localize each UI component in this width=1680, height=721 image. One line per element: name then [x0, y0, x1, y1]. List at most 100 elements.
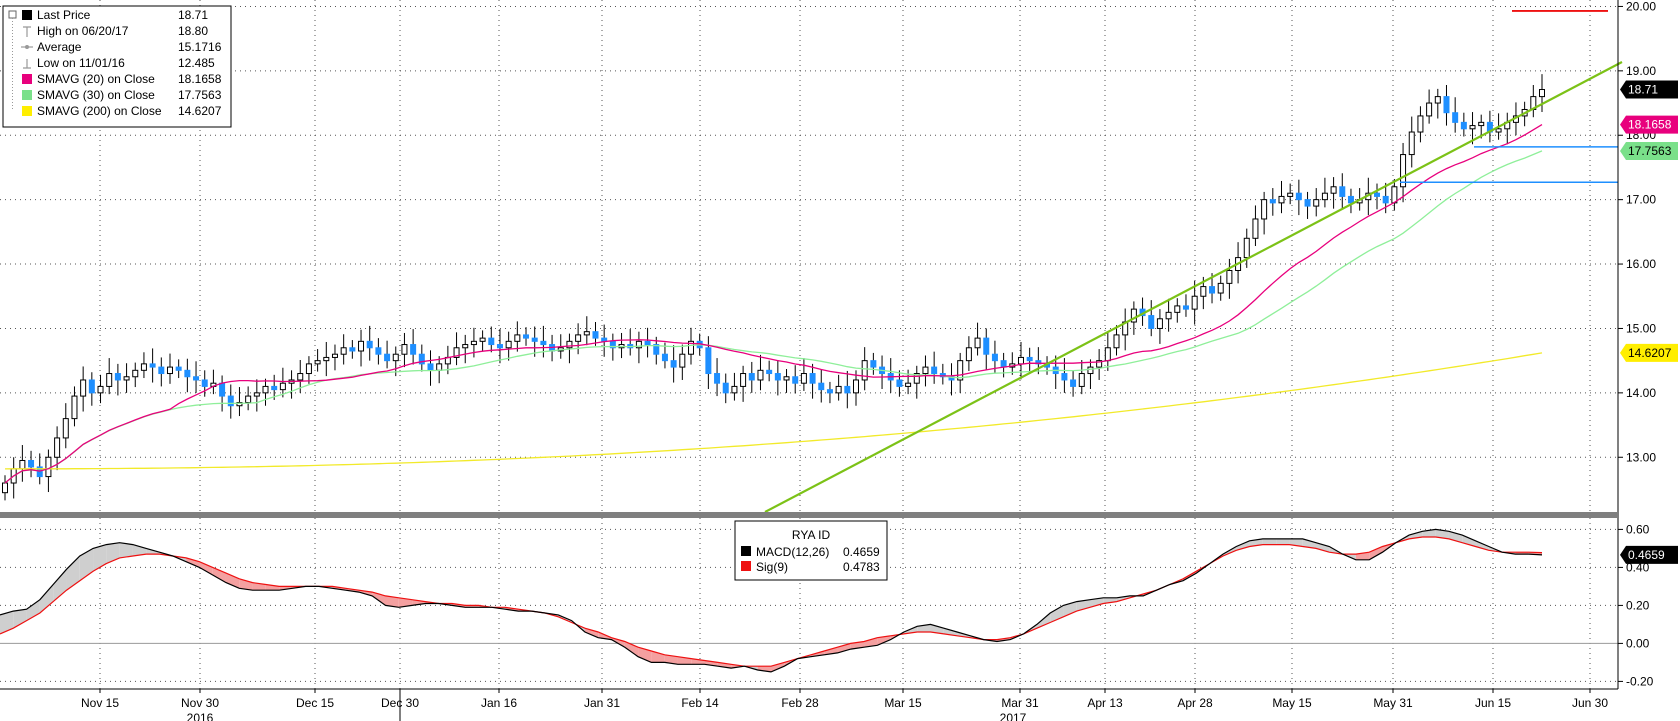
- price-value-tag-0: 18.71: [1620, 80, 1678, 99]
- candle-body: [896, 379, 903, 387]
- legend-average-dot: [25, 45, 29, 49]
- candle-body: [1339, 186, 1346, 197]
- macd-fill-segment: [132, 544, 147, 556]
- candle-body: [1495, 128, 1502, 133]
- candle-body: [1269, 199, 1276, 204]
- candle-body: [661, 353, 668, 362]
- candle-body: [852, 379, 859, 394]
- macd-ytick-label: -0.20: [1626, 674, 1654, 688]
- x-tick-label: Jun 30: [1572, 696, 1608, 710]
- x-tick-label: Apr 28: [1177, 696, 1213, 710]
- candle-body: [97, 385, 104, 394]
- candle-body: [688, 340, 695, 355]
- candle-body: [384, 353, 391, 362]
- candle-body: [297, 373, 304, 381]
- macd-fill-segment: [1302, 538, 1317, 549]
- x-tick-label: Jun 15: [1475, 696, 1511, 710]
- macd-legend: RYA ID MACD(12,26) 0.4659 Sig(9) 0.4783: [734, 520, 888, 581]
- candle-body: [28, 459, 35, 468]
- panel-divider: [0, 512, 1618, 518]
- candle-body: [106, 373, 113, 387]
- candle-body: [826, 389, 833, 394]
- candle-body: [149, 363, 156, 368]
- candle-body: [818, 382, 825, 391]
- signal-line-drawn: [0, 536, 1543, 667]
- candle-body: [566, 340, 573, 349]
- candle-body: [62, 418, 69, 439]
- macd-fill-segment: [1316, 542, 1330, 553]
- candle-body: [679, 353, 686, 368]
- macd-fill-segment: [225, 573, 240, 589]
- price-ytick-label: 20.00: [1626, 0, 1656, 13]
- candle-body: [1252, 218, 1259, 239]
- macd-fill-segment: [877, 635, 891, 646]
- candle-body: [1469, 125, 1476, 130]
- candle-body: [592, 331, 599, 339]
- macd-ytick-label: 0.60: [1626, 522, 1650, 536]
- macd-legend-title: RYA ID: [792, 528, 831, 542]
- macd-line: [0, 528, 1543, 673]
- candle-body: [1391, 186, 1398, 204]
- candle-body: [922, 366, 929, 375]
- candle-body: [1460, 121, 1467, 130]
- x-tick-label: Nov 15: [81, 696, 119, 710]
- candle-body: [201, 379, 208, 387]
- legend-row: Average 15.1716: [21, 40, 222, 54]
- candle-body: [1174, 305, 1181, 313]
- legend-value: 18.80: [178, 24, 208, 38]
- candle-body: [714, 373, 721, 384]
- sma30-line: [4, 150, 1543, 484]
- candle-body: [974, 337, 981, 349]
- candle-body: [470, 340, 477, 346]
- sma200-line: [4, 352, 1543, 470]
- macd-value-tag: 0.4659: [1620, 545, 1678, 564]
- legend-label: SMAVG (200) on Close: [37, 104, 162, 118]
- candle-body: [1347, 195, 1354, 204]
- candle-body: [1261, 199, 1268, 220]
- candle-body: [1104, 347, 1111, 362]
- candle-body: [45, 456, 52, 478]
- candle-body: [1452, 112, 1459, 123]
- candle-body: [331, 353, 338, 358]
- x-year-label: 2016: [187, 711, 214, 721]
- x-tick-label: Jan 31: [584, 696, 620, 710]
- legend-swatch: [22, 74, 32, 84]
- macd-fill-segment: [79, 548, 94, 581]
- legend-label: SMAVG (20) on Close: [37, 72, 155, 86]
- signal-legend-label: Sig(9): [756, 560, 788, 574]
- candle-body: [19, 459, 26, 470]
- candle-body: [1443, 96, 1450, 114]
- candle-body: [583, 331, 590, 336]
- x-tick-label: Jan 16: [481, 696, 517, 710]
- candle-body: [1182, 305, 1189, 310]
- candle-body: [1096, 360, 1103, 368]
- macd-fill-segment: [39, 584, 54, 613]
- macd-legend-value: 0.4659: [843, 545, 880, 559]
- candle-body: [236, 402, 243, 407]
- price-ytick-label: 14.00: [1626, 386, 1656, 400]
- macd-legend-swatch: [741, 546, 751, 556]
- macd-fill-segment: [26, 599, 40, 621]
- candle-body: [1313, 199, 1320, 207]
- candle-body: [540, 340, 547, 346]
- price-value-tag-0-shape: [1620, 80, 1678, 99]
- candle-body: [80, 379, 87, 397]
- candle-body: [870, 360, 877, 368]
- price-ytick-label: 16.00: [1626, 257, 1656, 271]
- macd-fill-segment: [771, 662, 785, 672]
- candle-body: [462, 344, 469, 349]
- x-year-label: 2017: [1000, 711, 1027, 721]
- candle-body: [644, 340, 651, 346]
- macd-fill-segment: [1090, 597, 1104, 608]
- candle-body: [905, 382, 912, 387]
- candle-body: [1070, 379, 1077, 387]
- price-legend: Last Price 18.71 High on 06/20/17 18.80 Aver…: [2, 5, 232, 128]
- candle-body: [1278, 195, 1285, 204]
- candle-body: [1209, 286, 1216, 294]
- macd-value-tag-text: 0.4659: [1628, 548, 1665, 562]
- candle-body: [1017, 356, 1024, 365]
- x-tick-label: May 15: [1272, 696, 1312, 710]
- candle-body: [1191, 295, 1198, 310]
- candle-body: [1287, 192, 1294, 197]
- macd-fill-segment: [1063, 601, 1077, 617]
